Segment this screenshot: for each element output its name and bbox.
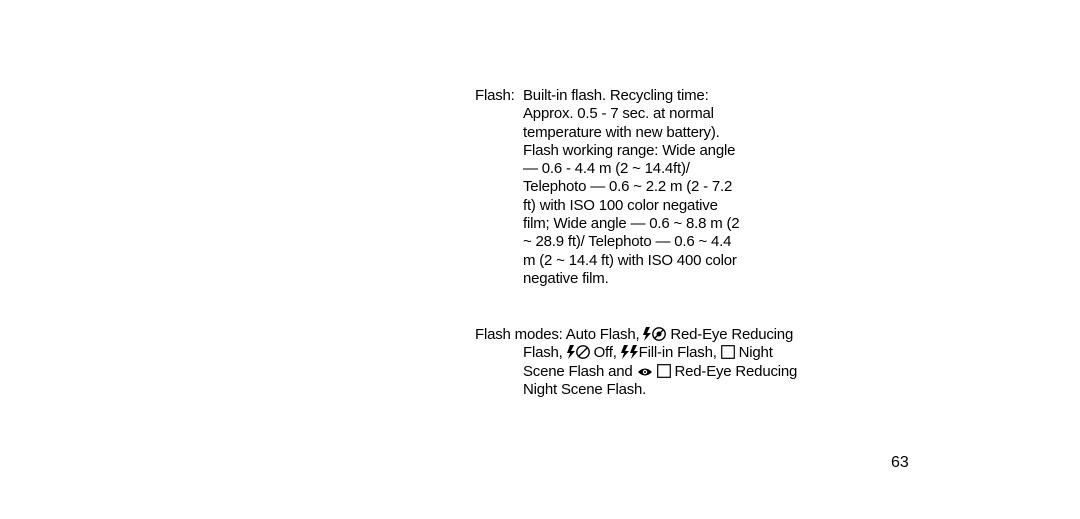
spec-entry-flash-modes: Flash modes: Auto Flash, Red-Eye Reducin… (475, 326, 798, 399)
spec-body-flash: Built-in flash. Recycling time: Approx. … (523, 87, 746, 288)
eye-cancel-icon (652, 327, 666, 341)
night-scene-icon (657, 364, 671, 378)
spec-entry-flash: Flash:Built-in flash. Recycling time: Ap… (475, 87, 746, 288)
spec-entry-flash-modes-block: Flash modes: Auto Flash, Red-Eye Reducin… (475, 326, 798, 399)
night-scene-icon (721, 345, 735, 359)
flash-icon (567, 345, 576, 359)
spec-label-flash: Flash: (475, 87, 523, 105)
spec-label-flash-modes: Flash modes: (475, 326, 566, 343)
fill-in-icon (630, 345, 639, 359)
page-number: 63 (891, 454, 909, 472)
cancel-icon (576, 345, 590, 359)
eye-icon (637, 366, 653, 378)
flash-icon (643, 327, 652, 341)
manual-page: Flash:Built-in flash. Recycling time: Ap… (0, 0, 1080, 519)
flash-icon (621, 345, 630, 359)
